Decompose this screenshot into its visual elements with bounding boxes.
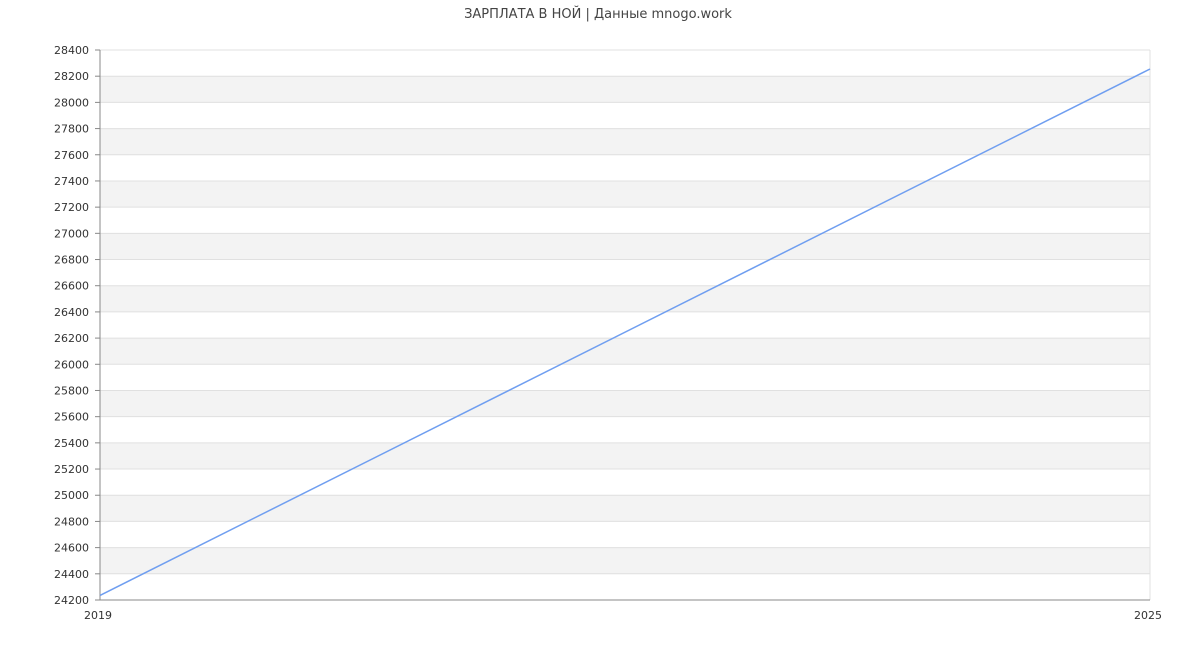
y-tick-label: 27800 [54, 123, 89, 136]
y-tick-label: 28200 [54, 70, 89, 83]
grid-band [100, 180, 1150, 208]
grid-band [100, 495, 1150, 522]
y-tick-label: 24200 [54, 594, 89, 607]
grid-band [100, 442, 1150, 470]
y-tick-label: 25400 [54, 437, 89, 450]
y-tick-label: 26800 [54, 254, 89, 267]
grid-band [100, 390, 1150, 417]
y-tick-label: 27200 [54, 201, 89, 214]
y-tick-label: 26600 [54, 280, 89, 293]
grid-band [100, 547, 1150, 574]
y-tick-label: 25000 [54, 489, 89, 502]
y-tick-label: 28400 [54, 44, 89, 57]
grid-band [100, 285, 1150, 312]
grid-band [100, 76, 1150, 103]
y-tick-label: 28000 [54, 96, 89, 109]
y-tick-label: 25800 [54, 384, 89, 397]
x-tick-label: 2019 [84, 609, 112, 622]
x-tick-label: 2025 [1134, 609, 1162, 622]
grid-band [100, 233, 1150, 260]
y-tick-label: 27400 [54, 175, 89, 188]
series-line [99, 68, 1151, 597]
y-tick-label: 27600 [54, 149, 89, 162]
grid-band [100, 338, 1150, 365]
y-tick-label: 24800 [54, 515, 89, 528]
y-tick-label: 26400 [54, 306, 89, 319]
y-tick-label: 26000 [54, 358, 89, 371]
y-tick-label: 26200 [54, 332, 89, 345]
chart-title: ЗАРПЛАТА В НОЙ | Данные mnogo.work [464, 6, 732, 22]
y-tick-label: 25600 [54, 411, 89, 424]
grid-band [100, 128, 1150, 155]
y-tick-label: 25200 [54, 463, 89, 476]
y-tick-label: 24600 [54, 542, 89, 555]
y-tick-label: 27000 [54, 227, 89, 240]
y-tick-label: 24400 [54, 568, 89, 581]
